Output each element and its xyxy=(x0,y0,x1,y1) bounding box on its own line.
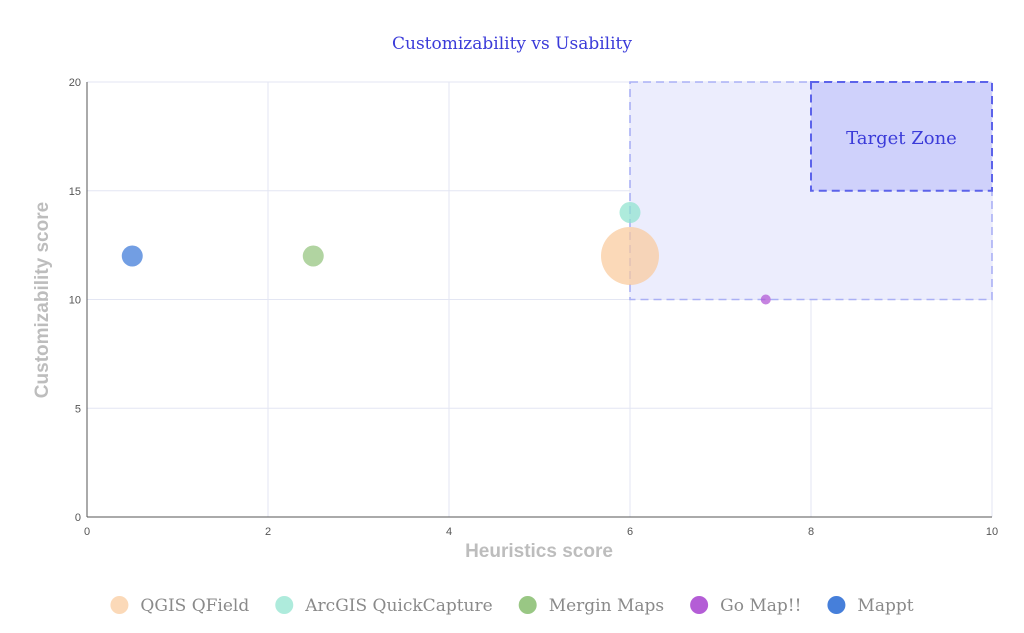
legend-label: Go Map!! xyxy=(720,596,801,616)
legend-item: ArcGIS QuickCapture xyxy=(275,596,493,616)
y-tick-label: 15 xyxy=(69,186,81,198)
y-axis-label: Customizability score xyxy=(32,202,53,398)
legend-item: Mappt xyxy=(827,596,914,616)
data-point xyxy=(619,202,641,223)
x-tick-label: 6 xyxy=(627,526,633,538)
x-tick-label: 2 xyxy=(265,526,271,538)
legend-swatch xyxy=(827,596,846,614)
x-axis-label: Heuristics score xyxy=(465,541,613,562)
legend-label: ArcGIS QuickCapture xyxy=(304,596,492,616)
legend-swatch xyxy=(275,596,294,614)
x-tick-label: 8 xyxy=(808,526,814,538)
target-zones: Target Zone xyxy=(629,81,993,301)
x-tick-label: 4 xyxy=(446,526,452,538)
legend-label: Mappt xyxy=(857,596,913,616)
legend: QGIS QField ArcGIS QuickCapture Mergin Map… xyxy=(110,596,914,616)
legend-swatch xyxy=(518,596,537,614)
y-tick-label: 5 xyxy=(75,403,81,415)
x-tick-label: 0 xyxy=(84,526,90,538)
y-tick-label: 10 xyxy=(69,295,81,307)
data-points xyxy=(121,202,771,305)
y-tick-label: 20 xyxy=(69,77,81,89)
data-point xyxy=(760,294,771,305)
legend-swatch xyxy=(690,596,709,614)
data-point xyxy=(121,245,143,267)
legend-item: QGIS QField xyxy=(110,596,249,616)
chart-title: Customizability vs Usability xyxy=(392,34,632,54)
legend-label: QGIS QField xyxy=(140,596,249,616)
legend-item: Mergin Maps xyxy=(518,596,664,616)
legend-label: Mergin Maps xyxy=(549,596,664,616)
y-tick-label: 0 xyxy=(75,512,81,524)
target-zone-inner xyxy=(810,81,993,192)
x-tick-label: 10 xyxy=(986,526,998,538)
axes: 0 2 4 6 8 10 0 5 10 15 20 xyxy=(69,77,998,538)
data-point xyxy=(302,245,324,267)
target-zone-label: Target Zone xyxy=(846,128,957,149)
data-point xyxy=(601,227,659,285)
legend-item: Go Map!! xyxy=(690,596,801,616)
legend-swatch xyxy=(110,596,129,614)
